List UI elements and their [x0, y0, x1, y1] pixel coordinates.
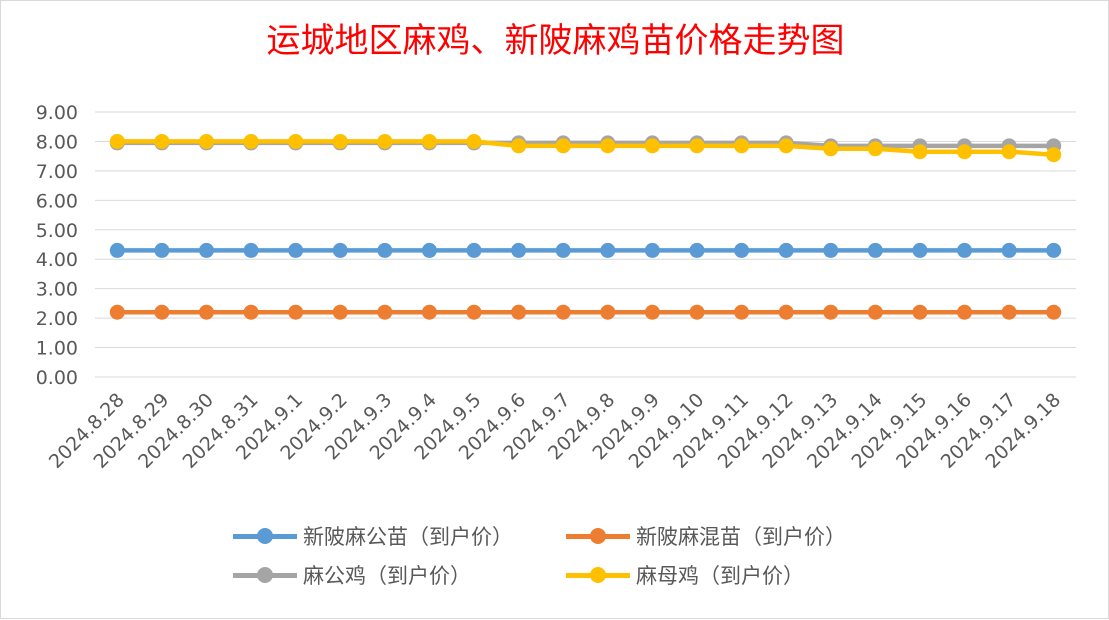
data-point-s1-3: [243, 304, 259, 320]
data-point-s3-1: [154, 133, 170, 149]
legend-item-series-0: 新陂麻公苗（到户价）: [233, 521, 513, 551]
legend-marker: [566, 560, 630, 590]
y-tick-label-5: 5.00: [36, 220, 78, 242]
data-point-s1-18: [912, 304, 928, 320]
data-point-s1-0: [109, 304, 125, 320]
data-point-s1-11: [600, 304, 616, 320]
data-point-s3-12: [644, 138, 660, 154]
legend-label: 麻公鸡（到户价）: [303, 564, 471, 588]
data-point-s3-5: [332, 133, 348, 149]
y-tick-label-1: 1.00: [36, 338, 78, 360]
series-line-3: [115, 139, 1056, 157]
legend-marker: [233, 560, 297, 590]
data-point-s3-3: [243, 133, 259, 149]
data-point-s3-15: [778, 138, 794, 154]
y-tick-label-2: 2.00: [36, 308, 78, 330]
data-point-s0-6: [377, 242, 393, 258]
y-tick-label-0: 0.00: [36, 367, 78, 389]
data-point-s0-11: [600, 242, 616, 258]
data-point-s1-10: [555, 304, 571, 320]
data-point-s3-20: [1001, 144, 1017, 160]
data-point-s3-18: [912, 144, 928, 160]
data-point-s3-0: [109, 133, 125, 149]
data-point-s0-0: [109, 242, 125, 258]
data-point-s3-13: [689, 138, 705, 154]
data-point-s0-9: [511, 242, 527, 258]
data-point-s0-4: [288, 242, 304, 258]
y-tick-label-7: 7.00: [36, 161, 78, 183]
data-point-s0-15: [778, 242, 794, 258]
data-point-s1-4: [288, 304, 304, 320]
data-point-s0-1: [154, 242, 170, 258]
data-point-s3-7: [421, 133, 437, 149]
data-point-s3-14: [734, 138, 750, 154]
data-point-s1-21: [1046, 304, 1062, 320]
data-point-s0-10: [555, 242, 571, 258]
legend-marker: [566, 521, 630, 551]
data-point-s1-5: [332, 304, 348, 320]
y-tick-label-9: 9.00: [36, 102, 78, 124]
data-point-s3-10: [555, 138, 571, 154]
data-point-s0-3: [243, 242, 259, 258]
data-point-s0-8: [466, 242, 482, 258]
data-point-s3-9: [511, 138, 527, 154]
data-point-s1-20: [1001, 304, 1017, 320]
data-point-s3-4: [288, 133, 304, 149]
data-point-s0-12: [644, 242, 660, 258]
data-point-s0-20: [1001, 242, 1017, 258]
data-point-s0-13: [689, 242, 705, 258]
data-point-s3-16: [823, 141, 839, 157]
legend-label: 新陂麻公苗（到户价）: [303, 525, 513, 549]
data-point-s1-17: [867, 304, 883, 320]
data-point-s3-17: [867, 141, 883, 157]
data-point-s1-16: [823, 304, 839, 320]
data-point-s1-1: [154, 304, 170, 320]
data-point-s1-13: [689, 304, 705, 320]
data-point-s0-2: [198, 242, 214, 258]
data-point-s3-21: [1046, 147, 1062, 163]
data-point-s1-7: [421, 304, 437, 320]
legend-item-series-3: 麻母鸡（到户价）: [566, 560, 804, 590]
y-tick-label-6: 6.00: [36, 190, 78, 212]
legend-marker: [233, 521, 297, 551]
chart-title: 运城地区麻鸡、新陂麻鸡苗价格走势图: [266, 21, 845, 61]
legend-label: 新陂麻混苗（到户价）: [636, 525, 846, 549]
data-point-s0-16: [823, 242, 839, 258]
data-point-s0-21: [1046, 242, 1062, 258]
data-point-s0-14: [734, 242, 750, 258]
y-tick-label-3: 3.00: [36, 279, 78, 301]
data-point-s1-15: [778, 304, 794, 320]
data-point-s1-19: [957, 304, 973, 320]
data-point-s1-6: [377, 304, 393, 320]
data-point-s1-2: [198, 304, 214, 320]
data-point-s0-7: [421, 242, 437, 258]
y-tick-label-8: 8.00: [36, 131, 78, 153]
data-point-s0-5: [332, 242, 348, 258]
data-point-s0-19: [957, 242, 973, 258]
legend-item-series-1: 新陂麻混苗（到户价）: [566, 521, 846, 551]
data-point-s3-19: [957, 144, 973, 160]
data-point-s3-6: [377, 133, 393, 149]
data-point-s1-12: [644, 304, 660, 320]
data-point-s0-18: [912, 242, 928, 258]
data-point-s1-8: [466, 304, 482, 320]
data-point-s1-9: [511, 304, 527, 320]
data-point-s3-11: [600, 138, 616, 154]
data-point-s0-17: [867, 242, 883, 258]
data-point-s1-14: [734, 304, 750, 320]
data-point-s3-2: [198, 133, 214, 149]
data-point-s3-8: [466, 133, 482, 149]
legend-label: 麻母鸡（到户价）: [636, 564, 804, 588]
legend-item-series-2: 麻公鸡（到户价）: [233, 560, 471, 590]
y-tick-label-4: 4.00: [36, 249, 78, 271]
